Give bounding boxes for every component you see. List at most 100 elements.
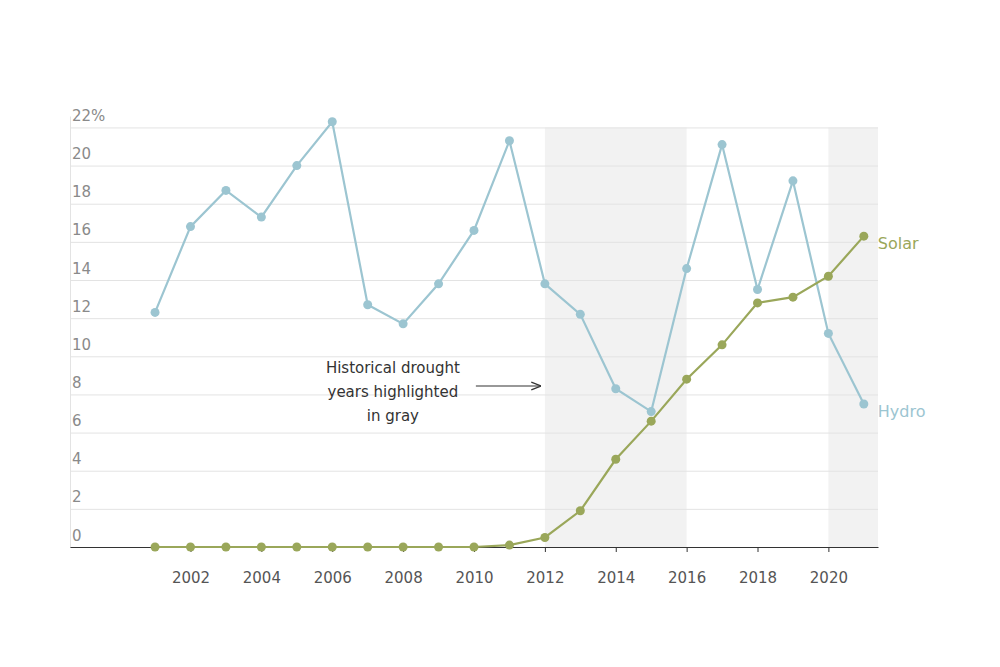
series-point	[682, 375, 691, 384]
x-tick: 2004	[243, 547, 281, 587]
y-tick-label: 8	[72, 374, 82, 392]
x-tick-mark	[616, 547, 617, 552]
grid-line	[70, 356, 878, 357]
series-point	[186, 222, 195, 231]
series-point	[434, 279, 443, 288]
series-point	[753, 298, 762, 307]
x-tick-label: 2002	[172, 569, 210, 587]
annotation-text: in gray	[367, 407, 419, 425]
series-point	[328, 117, 337, 126]
series-point	[540, 533, 549, 542]
grid-line	[70, 280, 878, 281]
series-point	[540, 279, 549, 288]
series-point	[328, 543, 337, 552]
series-point	[292, 543, 301, 552]
x-tick-label: 2018	[739, 569, 777, 587]
y-tick: 6	[70, 412, 878, 433]
x-tick-label: 2020	[810, 569, 848, 587]
grid-line	[70, 166, 878, 167]
chart-container: 0246810121416182022%20022004200620082010…	[0, 0, 1000, 667]
y-axis: 0246810121416182022%	[70, 107, 878, 548]
annotation-text: years highlighted	[328, 383, 459, 401]
x-tick-mark	[758, 547, 759, 552]
series-point	[363, 543, 372, 552]
grid-line	[70, 318, 878, 319]
series-point	[611, 384, 620, 393]
y-tick-label: 18	[72, 183, 91, 201]
y-tick-label: 16	[72, 221, 91, 239]
series-point	[753, 285, 762, 294]
series-point	[505, 136, 514, 145]
x-tick-label: 2014	[597, 569, 635, 587]
y-tick: 20	[70, 145, 878, 166]
annotation-arrow	[476, 385, 541, 386]
series-point	[788, 176, 797, 185]
series-point	[824, 329, 833, 338]
series-line	[155, 122, 864, 412]
grid-line	[70, 471, 878, 472]
y-tick-label: 6	[72, 412, 82, 430]
x-tick: 2006	[314, 547, 352, 587]
series-point	[824, 272, 833, 281]
x-tick: 2014	[597, 547, 635, 587]
series-point	[718, 340, 727, 349]
series-label: Hydro	[878, 402, 926, 421]
y-tick: 2	[70, 488, 878, 509]
series-point	[221, 543, 230, 552]
x-tick-label: 2008	[385, 569, 423, 587]
y-tick-label: 14	[72, 260, 91, 278]
grid-line	[70, 433, 878, 434]
y-tick-label: 2	[72, 488, 82, 506]
series-point	[859, 399, 868, 408]
chart-svg: 0246810121416182022%20022004200620082010…	[0, 0, 1000, 667]
grid-line	[70, 509, 878, 510]
series-point	[647, 417, 656, 426]
series-point	[151, 543, 160, 552]
y-tick: 4	[70, 450, 878, 471]
x-tick: 2016	[668, 547, 706, 587]
y-axis-line	[70, 117, 71, 548]
series-point	[221, 186, 230, 195]
highlight-bands	[545, 127, 878, 547]
x-tick: 2002	[172, 547, 210, 587]
x-tick: 2020	[810, 547, 848, 587]
y-tick-label: 22%	[72, 107, 105, 125]
series-point	[151, 308, 160, 317]
series-point	[611, 455, 620, 464]
series-point	[186, 543, 195, 552]
x-tick: 2012	[526, 547, 564, 587]
series-point	[788, 293, 797, 302]
x-tick-label: 2016	[668, 569, 706, 587]
x-tick-label: 2010	[455, 569, 493, 587]
grid-line	[70, 242, 878, 243]
x-tick: 2008	[385, 547, 423, 587]
y-tick-label: 20	[72, 145, 91, 163]
series-point	[257, 213, 266, 222]
y-tick: 22%	[70, 107, 878, 128]
series-point	[647, 407, 656, 416]
y-tick: 18	[70, 183, 878, 204]
series-point	[292, 161, 301, 170]
x-tick-mark	[828, 547, 829, 552]
series-point	[257, 543, 266, 552]
x-tick-mark	[545, 547, 546, 552]
y-tick: 16	[70, 221, 878, 242]
x-tick: 2010	[455, 547, 493, 587]
series-point	[682, 264, 691, 273]
series-point	[470, 543, 479, 552]
series-point	[434, 543, 443, 552]
drought-band	[828, 127, 878, 547]
y-tick: 10	[70, 336, 878, 357]
x-tick-label: 2004	[243, 569, 281, 587]
y-tick: 8	[70, 374, 878, 395]
series-point	[399, 543, 408, 552]
x-axis: 2002 2004 2006 2008 2010 2012 2014 2016 2018 2020	[71, 547, 879, 587]
series-point	[859, 232, 868, 241]
y-tick-label: 12	[72, 298, 91, 316]
series-label: Solar	[878, 234, 919, 253]
series-point	[363, 300, 372, 309]
x-tick-mark	[687, 547, 688, 552]
y-tick: 14	[70, 260, 878, 281]
y-tick-label: 4	[72, 450, 82, 468]
series-point	[718, 140, 727, 149]
